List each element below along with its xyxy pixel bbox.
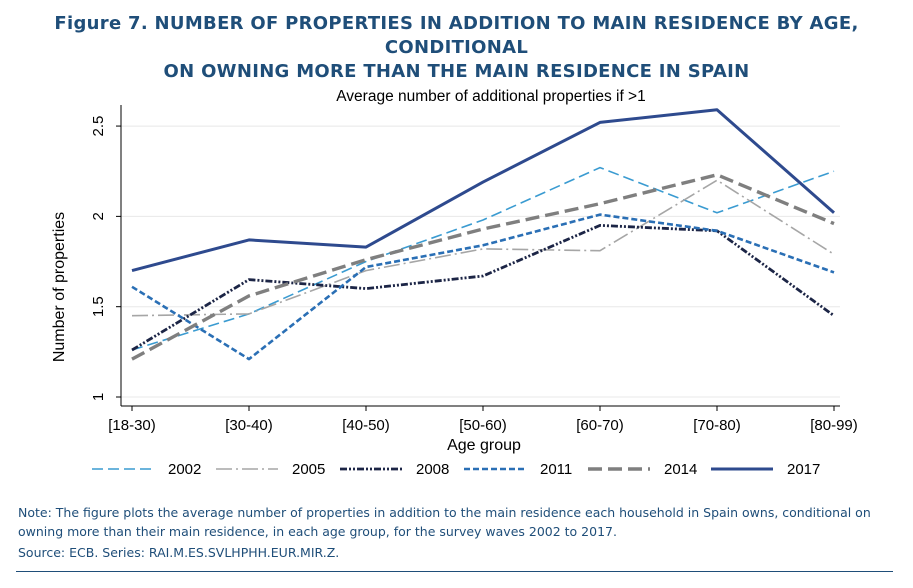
x-axis-label: Age group [447,437,521,454]
series-lines [131,108,835,361]
legend-label-2002: 2002 [168,461,201,478]
x-tick-label: [60-70) [576,417,624,434]
y-tick-label: 1.5 [90,296,107,317]
x-tick-label: [30-40) [225,417,273,434]
x-tick-label: [80-99) [810,417,858,434]
figure-note: Note: The figure plots the average numbe… [18,505,871,539]
legend-label-2017: 2017 [787,461,820,478]
legend-label-2005: 2005 [292,461,325,478]
figure-title-line-1: Figure 7. NUMBER OF PROPERTIES IN ADDITI… [54,13,859,58]
y-tick-label: 1 [90,393,107,401]
gridlines [121,125,840,398]
x-ticks: [18-30) [30-40) [40-50) [50-60) [60-70) [70-8… [108,406,858,434]
legend-label-2014: 2014 [664,461,697,478]
y-axis-label: Number of properties [51,212,68,362]
series-line-2005 [131,179,835,317]
figure-title: Figure 7. NUMBER OF PROPERTIES IN ADDITI… [0,12,913,84]
y-tick-label: 2 [90,212,107,220]
figure-title-line-2: ON OWNING MORE THAN THE MAIN RESIDENCE I… [163,61,750,82]
x-tick-label: [70-80) [693,417,741,434]
legend: 2002 2005 2008 2011 2014 2017 [92,461,820,478]
series-line-2017 [131,108,835,273]
x-tick-label: [50-60) [459,417,507,434]
series-line-2014 [131,173,835,361]
x-tick-label: [40-50) [342,417,390,434]
series-line-2002 [131,166,835,351]
figure-source: Source: ECB. Series: RAI.M.ES.SVLHPHH.EU… [18,545,340,560]
x-tick-label: [18-30) [108,417,156,434]
legend-label-2008: 2008 [416,461,449,478]
chart-title: Average number of additional properties … [336,88,645,105]
y-tick-label: 2.5 [90,116,107,137]
legend-label-2011: 2011 [540,461,572,478]
y-ticks: 1 1.5 2 2.5 [90,116,121,401]
line-chart: Average number of additional properties … [51,88,858,478]
series-line-2011 [131,213,835,361]
bottom-divider [16,571,893,572]
